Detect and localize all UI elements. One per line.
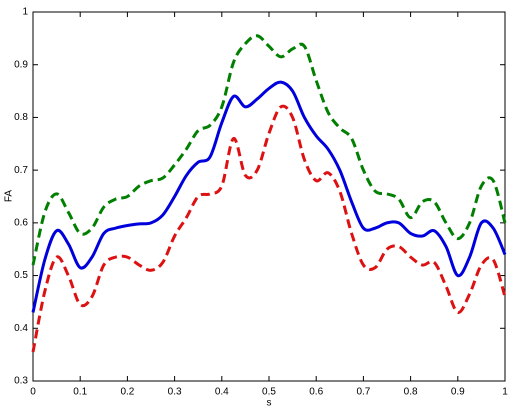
x-tick-label: 0.2 bbox=[120, 387, 134, 398]
x-tick-label: 0.7 bbox=[356, 387, 370, 398]
y-tick-label: 0.4 bbox=[14, 323, 28, 334]
x-tick-label: 0.4 bbox=[215, 387, 229, 398]
x-tick-label: 0.1 bbox=[73, 387, 87, 398]
y-tick-label: 0.8 bbox=[14, 112, 28, 123]
y-tick-label: 0.6 bbox=[14, 217, 28, 228]
y-tick-label: 0.7 bbox=[14, 165, 28, 176]
x-axis-label: s bbox=[267, 398, 272, 409]
x-tick-label: 1 bbox=[502, 387, 508, 398]
line-series bbox=[31, 34, 507, 266]
x-tick-label: 0.9 bbox=[451, 387, 465, 398]
y-tick-label: 1 bbox=[22, 7, 28, 18]
y-tick-label: 0.9 bbox=[14, 59, 28, 70]
line-series bbox=[31, 104, 507, 353]
plot-frame bbox=[32, 11, 506, 382]
x-tick-label: 0 bbox=[30, 387, 36, 398]
x-tick-label: 0.5 bbox=[262, 387, 276, 398]
x-tick-label: 0.6 bbox=[309, 387, 323, 398]
x-tick-label: 0.3 bbox=[168, 387, 182, 398]
x-tick-label: 0.8 bbox=[404, 387, 418, 398]
line-series bbox=[31, 80, 507, 313]
y-tick-label: 0.3 bbox=[14, 376, 28, 387]
y-axis-label: FA bbox=[4, 190, 15, 203]
y-tick-label: 0.5 bbox=[14, 270, 28, 281]
